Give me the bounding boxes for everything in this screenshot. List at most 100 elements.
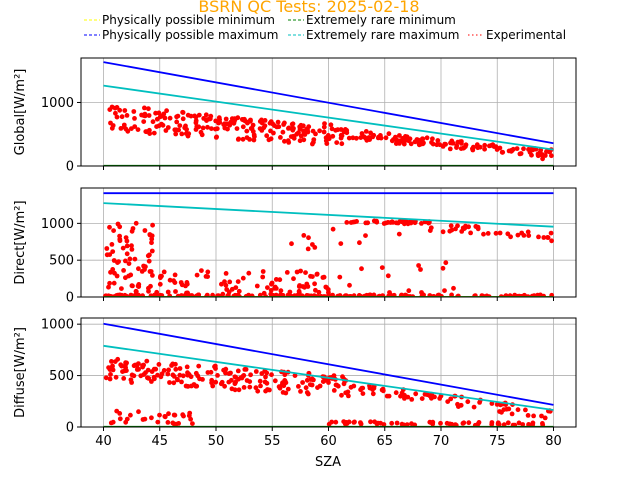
experimental-point <box>306 293 311 297</box>
panel-direct: 0 500 1000 Direct[W/m²] <box>13 187 577 306</box>
experimental-point <box>329 126 335 132</box>
experimental-point <box>455 139 461 145</box>
experimental-point <box>437 396 443 401</box>
experimental-point <box>541 235 547 240</box>
experimental-point <box>440 265 446 271</box>
experimental-point <box>304 281 310 287</box>
legend-label: Extremely rare minimum <box>306 13 456 27</box>
legend-label: Physically possible minimum <box>102 13 275 27</box>
experimental-point <box>143 129 149 135</box>
experimental-point <box>394 420 400 426</box>
experimental-point <box>129 243 134 249</box>
experimental-point <box>268 288 274 293</box>
experimental-point <box>184 126 190 132</box>
experimental-point <box>376 134 381 140</box>
experimental-point <box>549 292 555 297</box>
experimental-point <box>360 391 366 396</box>
experimental-point <box>449 292 454 297</box>
experimental-point <box>120 369 125 374</box>
experimental-point <box>153 366 159 372</box>
experimental-point <box>232 116 238 122</box>
experimental-point <box>497 409 502 414</box>
experimental-point <box>497 230 503 236</box>
experimental-point <box>260 274 266 280</box>
legend-entry: Experimental <box>468 28 566 42</box>
experimental-point <box>205 269 211 275</box>
experimental-point <box>241 385 247 390</box>
experimental-point <box>184 290 189 296</box>
experimental-point <box>119 114 125 120</box>
experimental-point <box>207 116 213 122</box>
experimental-point <box>424 135 430 141</box>
experimental-point <box>281 122 286 127</box>
experimental-point <box>438 420 443 426</box>
experimental-point <box>177 372 183 378</box>
experimental-point <box>421 140 426 146</box>
experimental-point <box>171 380 177 386</box>
experimental-point <box>386 131 392 137</box>
experimental-point <box>268 291 274 297</box>
experimental-point <box>138 373 144 379</box>
experimental-point <box>495 421 501 427</box>
experimental-point <box>429 140 434 145</box>
experimental-point <box>338 132 344 138</box>
experimental-point <box>223 366 229 372</box>
experimental-point <box>110 249 116 255</box>
experimental-point <box>124 243 130 249</box>
experimental-point <box>371 385 377 391</box>
experimental-point <box>279 382 285 388</box>
experimental-point <box>403 137 409 143</box>
experimental-point <box>285 386 291 392</box>
experimental-point <box>130 226 136 231</box>
experimental-point <box>115 356 121 362</box>
experimental-point <box>120 245 126 251</box>
experimental-point <box>110 267 116 272</box>
experimental-point <box>123 275 128 281</box>
x-tick-label: 75 <box>489 434 506 449</box>
experimental-point <box>142 113 148 119</box>
experimental-point <box>512 293 518 297</box>
experimental-point <box>437 142 443 148</box>
experimental-point <box>298 389 303 394</box>
experimental-point <box>305 246 311 252</box>
experimental-point <box>321 129 327 135</box>
experimental-point <box>477 144 483 150</box>
experimental-point <box>363 233 368 239</box>
experimental-point <box>303 270 308 275</box>
experimental-point <box>343 390 349 396</box>
experimental-point <box>412 422 418 427</box>
experimental-point <box>335 383 341 389</box>
experimental-point <box>264 133 270 139</box>
experimental-point <box>141 362 147 368</box>
experimental-point <box>266 137 272 143</box>
experimental-point <box>193 383 199 389</box>
experimental-point <box>199 268 204 273</box>
experimental-point <box>311 137 317 143</box>
experimental-point <box>217 119 223 125</box>
experimental-point <box>147 232 153 238</box>
experimental-point <box>440 229 446 235</box>
experimental-point <box>456 404 461 409</box>
experimental-point <box>204 117 210 123</box>
experimental-point <box>159 293 165 297</box>
experimental-point <box>444 420 450 426</box>
experimental-point <box>370 134 376 140</box>
experimental-point <box>209 126 214 131</box>
experimental-point <box>123 235 129 241</box>
experimental-point <box>509 148 515 153</box>
experimental-point <box>167 380 172 385</box>
legend-label: Physically possible maximum <box>102 28 278 42</box>
experimental-point <box>529 152 534 158</box>
experimental-point <box>129 283 135 289</box>
experimental-point <box>447 146 453 152</box>
experimental-point <box>149 415 154 421</box>
experimental-point <box>162 414 168 420</box>
experimental-point <box>235 137 241 142</box>
experimental-point <box>186 131 192 137</box>
experimental-point <box>297 138 303 144</box>
experimental-point <box>461 420 467 426</box>
experimental-point <box>131 109 137 114</box>
experimental-point <box>507 293 513 297</box>
experimental-point <box>185 112 191 118</box>
